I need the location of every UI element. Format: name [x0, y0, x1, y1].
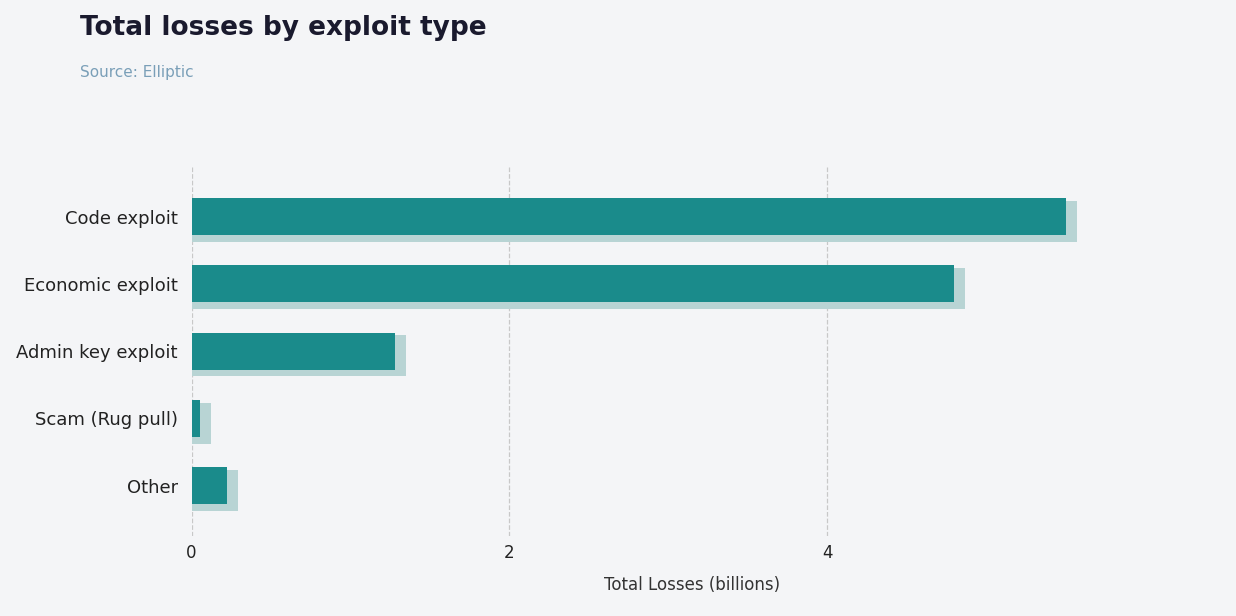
Bar	[192, 198, 1065, 235]
Text: Total losses by exploit type: Total losses by exploit type	[80, 15, 487, 41]
Bar	[192, 333, 396, 370]
Bar	[192, 268, 965, 309]
Bar	[192, 335, 407, 376]
Bar	[192, 265, 954, 302]
Bar	[192, 201, 1077, 242]
Bar	[192, 470, 237, 511]
Text: Source: Elliptic: Source: Elliptic	[80, 65, 194, 79]
X-axis label: Total Losses (billions): Total Losses (billions)	[604, 576, 780, 594]
Bar	[192, 402, 210, 444]
Bar	[192, 400, 199, 437]
Bar	[192, 467, 226, 504]
